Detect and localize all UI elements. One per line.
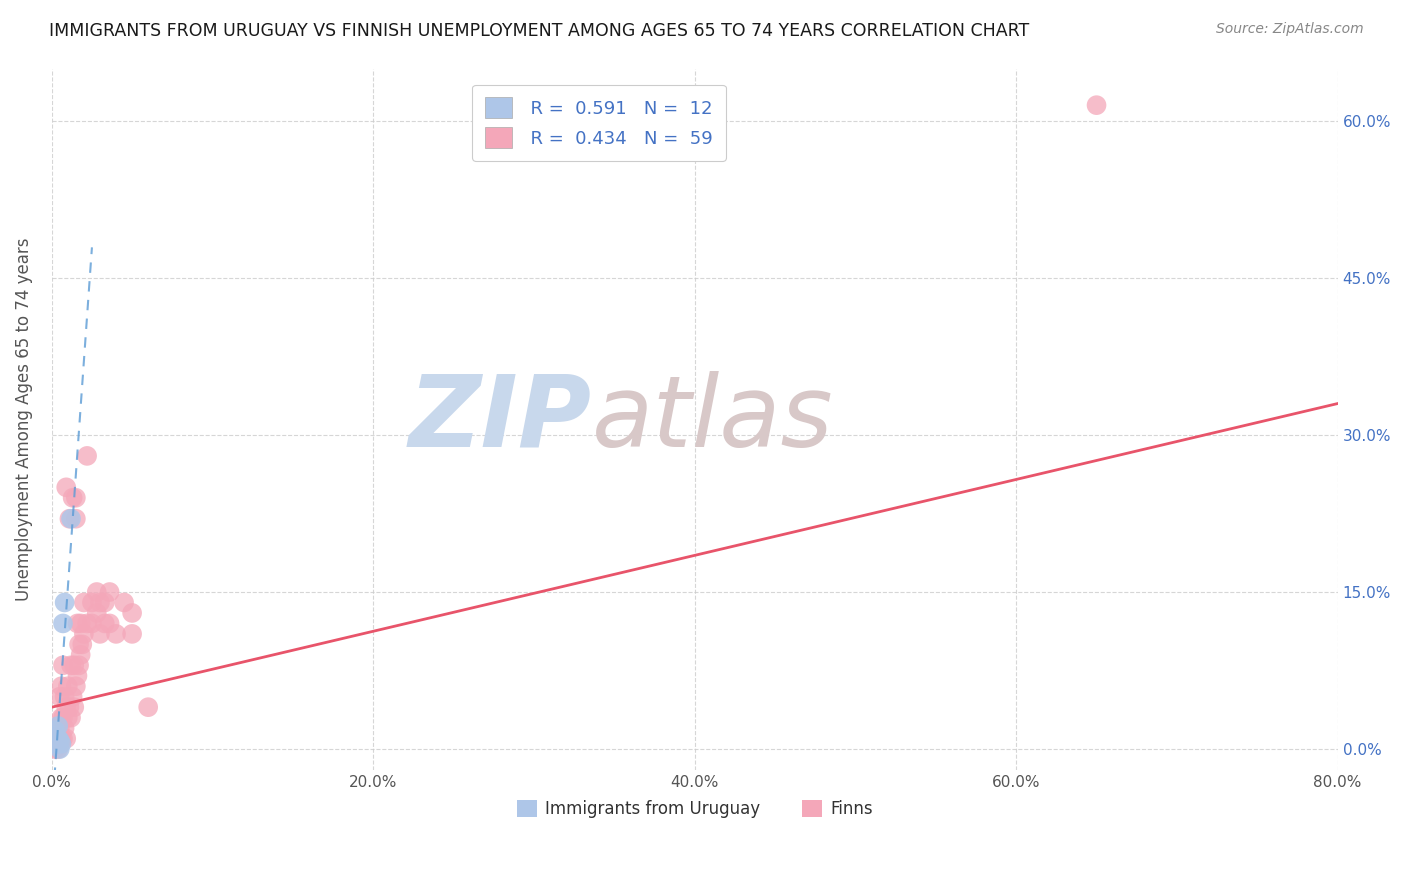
Point <box>86 585 108 599</box>
Point <box>94 616 117 631</box>
Point <box>69 648 91 662</box>
Point <box>51 737 73 751</box>
Point <box>46 719 69 733</box>
Point <box>53 595 76 609</box>
Point <box>121 606 143 620</box>
Point <box>58 700 80 714</box>
Point <box>98 585 121 599</box>
Point <box>56 679 79 693</box>
Point <box>89 595 111 609</box>
Point <box>136 700 159 714</box>
Point <box>60 512 83 526</box>
Text: atlas: atlas <box>592 371 834 467</box>
Point <box>80 616 103 631</box>
Point <box>67 658 90 673</box>
Point <box>65 512 87 526</box>
Point <box>46 737 69 751</box>
Point <box>49 690 72 704</box>
Point <box>46 742 69 756</box>
Point <box>86 606 108 620</box>
Point <box>44 723 66 738</box>
Point <box>52 616 75 631</box>
Point <box>63 658 86 673</box>
Point <box>73 627 96 641</box>
Point <box>69 616 91 631</box>
Point <box>51 679 73 693</box>
Point <box>51 711 73 725</box>
Legend: Immigrants from Uruguay, Finns: Immigrants from Uruguay, Finns <box>510 793 879 825</box>
Text: ZIP: ZIP <box>409 371 592 467</box>
Point <box>62 491 84 505</box>
Point <box>44 737 66 751</box>
Point <box>44 730 66 744</box>
Point <box>76 616 98 631</box>
Point <box>60 711 83 725</box>
Point <box>80 595 103 609</box>
Point <box>89 627 111 641</box>
Point <box>1085 98 1108 112</box>
Point <box>44 742 66 756</box>
Point <box>65 491 87 505</box>
Point <box>52 711 75 725</box>
Point <box>46 726 69 740</box>
Y-axis label: Unemployment Among Ages 65 to 74 years: Unemployment Among Ages 65 to 74 years <box>15 237 32 601</box>
Point <box>52 658 75 673</box>
Point <box>49 742 72 756</box>
Point <box>49 737 72 751</box>
Point <box>67 637 90 651</box>
Point <box>55 731 77 746</box>
Point <box>55 700 77 714</box>
Point <box>121 627 143 641</box>
Point <box>52 731 75 746</box>
Point <box>73 595 96 609</box>
Point <box>55 480 77 494</box>
Text: IMMIGRANTS FROM URUGUAY VS FINNISH UNEMPLOYMENT AMONG AGES 65 TO 74 YEARS CORREL: IMMIGRANTS FROM URUGUAY VS FINNISH UNEMP… <box>49 22 1029 40</box>
Point <box>53 690 76 704</box>
Point <box>53 721 76 735</box>
Point <box>94 595 117 609</box>
Point <box>60 658 83 673</box>
Point <box>76 449 98 463</box>
Point <box>72 637 94 651</box>
Point <box>66 616 89 631</box>
Point <box>51 731 73 746</box>
Point <box>46 731 69 746</box>
Point <box>98 616 121 631</box>
Point <box>112 595 135 609</box>
Point <box>49 733 72 747</box>
Point <box>105 627 128 641</box>
Point <box>56 711 79 725</box>
Text: Source: ZipAtlas.com: Source: ZipAtlas.com <box>1216 22 1364 37</box>
Point <box>49 721 72 735</box>
Point <box>63 700 86 714</box>
Point <box>66 669 89 683</box>
Point <box>45 731 67 746</box>
Point <box>65 679 87 693</box>
Point <box>58 512 80 526</box>
Point <box>62 690 84 704</box>
